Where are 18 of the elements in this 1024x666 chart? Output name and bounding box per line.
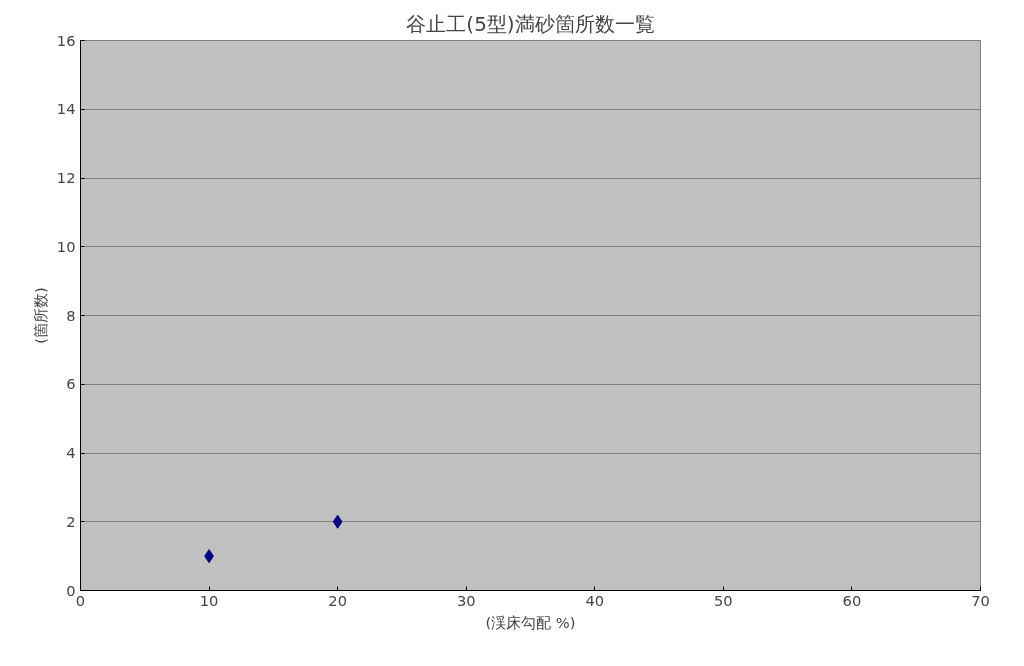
x-tick-label: 10 <box>199 591 219 609</box>
x-tick-label: 40 <box>585 591 605 609</box>
x-tick-label: 20 <box>328 591 347 609</box>
y-tick-label: 16 <box>56 31 76 49</box>
y-tick-label: 6 <box>66 375 76 393</box>
x-axis-title: (渓床勾配 %) <box>485 613 576 631</box>
y-tick-label: 12 <box>56 169 76 186</box>
x-tick-label: 70 <box>971 591 990 609</box>
x-tick-label: 30 <box>456 591 476 609</box>
y-tick-label: 2 <box>66 512 76 530</box>
y-tick-label: 4 <box>66 444 76 461</box>
y-tick-label: 8 <box>66 306 76 324</box>
y-tick-label: 10 <box>56 237 76 255</box>
y-tick-label: 14 <box>56 100 76 118</box>
x-tick-label: 50 <box>714 591 733 609</box>
x-tick-label: 60 <box>842 591 862 609</box>
chart-title: 谷止工(5型)満砂箇所数一覧 <box>406 11 655 36</box>
y-axis-title: (箇所数) <box>31 287 49 344</box>
